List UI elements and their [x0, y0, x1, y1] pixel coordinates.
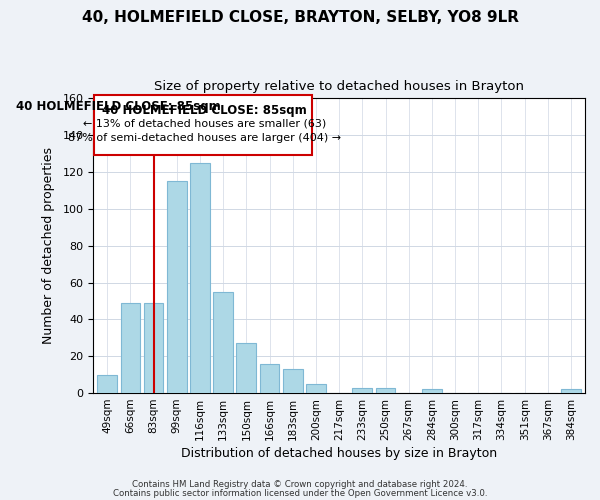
- Text: 40 HOLMEFIELD CLOSE: 85sqm: 40 HOLMEFIELD CLOSE: 85sqm: [102, 104, 307, 117]
- Bar: [283, 369, 302, 393]
- Bar: [213, 292, 233, 393]
- Bar: [422, 390, 442, 393]
- Title: Size of property relative to detached houses in Brayton: Size of property relative to detached ho…: [154, 80, 524, 93]
- Bar: [167, 181, 187, 393]
- Text: 87% of semi-detached houses are larger (404) →: 87% of semi-detached houses are larger (…: [68, 134, 341, 143]
- X-axis label: Distribution of detached houses by size in Brayton: Distribution of detached houses by size …: [181, 447, 497, 460]
- Text: 40 HOLMEFIELD CLOSE: 85sqm: 40 HOLMEFIELD CLOSE: 85sqm: [16, 100, 221, 113]
- Bar: [121, 303, 140, 393]
- Text: Contains public sector information licensed under the Open Government Licence v3: Contains public sector information licen…: [113, 488, 487, 498]
- Bar: [97, 374, 117, 393]
- Bar: [376, 388, 395, 393]
- Text: 40, HOLMEFIELD CLOSE, BRAYTON, SELBY, YO8 9LR: 40, HOLMEFIELD CLOSE, BRAYTON, SELBY, YO…: [82, 10, 518, 25]
- Bar: [352, 388, 372, 393]
- Bar: [260, 364, 280, 393]
- FancyBboxPatch shape: [94, 94, 313, 156]
- Bar: [190, 163, 210, 393]
- Text: ← 13% of detached houses are smaller (63): ← 13% of detached houses are smaller (63…: [83, 118, 326, 128]
- Bar: [143, 303, 163, 393]
- Bar: [236, 344, 256, 393]
- Y-axis label: Number of detached properties: Number of detached properties: [43, 147, 55, 344]
- Bar: [306, 384, 326, 393]
- Text: Contains HM Land Registry data © Crown copyright and database right 2024.: Contains HM Land Registry data © Crown c…: [132, 480, 468, 489]
- Bar: [561, 390, 581, 393]
